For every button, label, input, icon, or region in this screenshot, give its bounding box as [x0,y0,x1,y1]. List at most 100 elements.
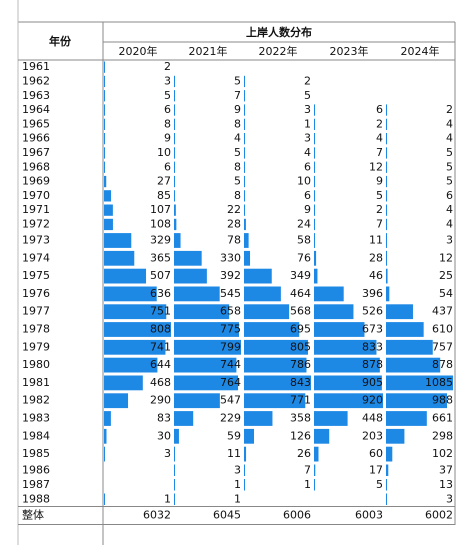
data-bar [104,493,105,505]
cell-value: 22 [227,203,241,216]
data-bar [386,286,390,302]
cell-value: 3 [446,492,453,505]
data-bar [174,175,175,188]
data-bar [104,61,105,73]
cell-value: 1 [164,492,171,505]
data-bar [244,133,245,145]
data-bar [386,147,387,159]
data-bar [244,322,300,337]
cell-value: 5 [234,74,241,87]
data-bar [244,411,273,426]
cell-value: 775 [220,323,241,336]
year-label: 1973 [22,234,50,247]
cell-value: 58 [297,234,311,247]
data-bar [244,464,245,476]
data-bar [386,428,405,444]
cell-value: 8 [164,117,171,130]
data-bar [244,479,245,491]
data-bar [174,218,177,231]
total-value: 6045 [213,509,241,522]
data-bar [314,375,382,391]
cell-value: 28 [227,217,241,230]
cell-value: 4 [304,146,311,159]
cell-value: 878 [432,358,453,371]
cell-value: 833 [362,340,383,353]
cell-value: 920 [362,394,383,407]
year-label: 1964 [22,103,50,116]
year-label: 1962 [22,74,50,87]
data-bar [244,118,245,130]
cell-value: 12 [369,160,383,173]
data-bar [386,393,448,409]
data-bar [244,75,245,88]
cell-value: 6 [376,103,383,116]
cell-value: 5 [446,160,453,173]
data-bar [244,339,308,355]
data-bar [104,411,111,426]
total-value: 6002 [425,509,453,522]
data-bar [244,218,246,231]
cell-value: 108 [150,217,171,230]
cell-value: 5 [446,175,453,188]
data-bar [386,204,387,216]
group-header: 上岸人数分布 [246,25,312,39]
cell-value: 2 [164,60,171,73]
year-label: 1963 [22,89,50,102]
data-bar [386,233,387,248]
data-bar [244,393,306,409]
year-label: 1982 [22,394,50,407]
data-bar [314,118,315,130]
cell-value: 5 [376,478,383,491]
cell-value: 10 [297,175,311,188]
cell-value: 786 [290,358,311,371]
cell-value: 203 [362,429,383,442]
cell-value: 744 [220,358,241,371]
cell-value: 545 [220,287,241,300]
column-header: 2021年 [189,44,228,58]
cell-value: 764 [220,376,241,389]
cell-value: 988 [432,394,453,407]
data-bar [386,161,387,173]
data-bar [386,218,387,231]
data-bar [174,357,237,373]
cell-value: 6 [446,189,453,202]
data-bar [174,493,175,505]
cell-value: 349 [290,269,311,282]
cell-value: 76 [297,251,311,264]
cell-value: 358 [290,412,311,425]
data-bar [244,161,245,173]
cell-value: 2 [376,203,383,216]
cell-value: 13 [439,478,453,491]
data-bar [386,411,427,426]
cell-value: 4 [446,117,453,130]
cell-value: 1085 [425,376,453,389]
cell-value: 547 [220,394,241,407]
cell-value: 107 [150,203,171,216]
data-bar [314,304,354,320]
year-label: 1974 [22,251,50,264]
cell-value: 5 [164,89,171,102]
cell-value: 843 [290,376,311,389]
cell-value: 2 [304,74,311,87]
cell-value: 3 [164,74,171,87]
data-bar [104,90,105,102]
data-bar [174,322,239,337]
data-bar [314,268,318,284]
cell-value: 12 [439,251,453,264]
cell-value: 610 [432,323,453,336]
cell-value: 27 [157,175,171,188]
cell-value: 3 [446,234,453,247]
data-bar [314,446,319,462]
year-label: 1981 [22,376,50,389]
cell-value: 905 [362,376,383,389]
cell-value: 298 [432,429,453,442]
data-bar [174,393,220,409]
data-bar [314,428,330,444]
cell-value: 507 [150,269,171,282]
data-bar [104,161,105,173]
data-bar [314,218,315,231]
data-bar [174,268,207,284]
data-bar [174,190,175,202]
cell-value: 799 [220,340,241,353]
cell-value: 4 [446,217,453,230]
